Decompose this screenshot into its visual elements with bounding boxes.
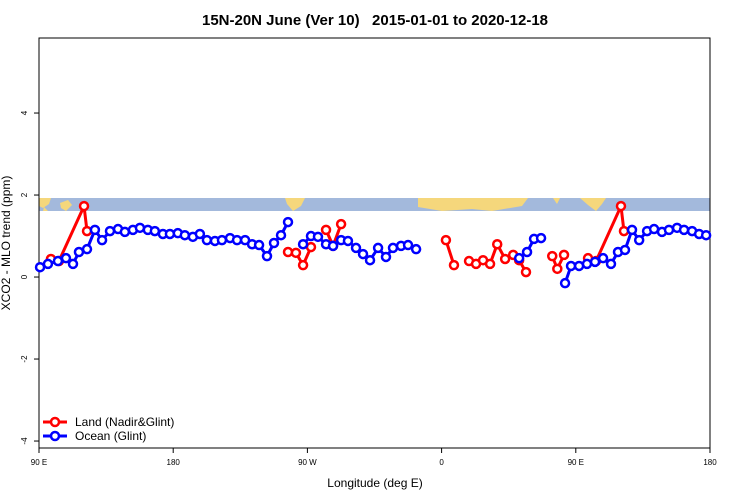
- plot-frame: [38, 37, 711, 449]
- point: [380, 251, 392, 263]
- point: [619, 244, 631, 256]
- x-tick-label: 180: [703, 458, 717, 467]
- y-tick-label: -2: [20, 355, 29, 363]
- legend-marker: [49, 416, 61, 428]
- point: [700, 229, 712, 241]
- legend-label: Ocean (Glint): [75, 429, 146, 443]
- point: [60, 252, 72, 264]
- point: [581, 258, 593, 270]
- point: [253, 239, 265, 251]
- map-strip: [39, 198, 710, 211]
- y-tick-label: -4: [20, 437, 29, 445]
- point: [194, 228, 206, 240]
- point: [597, 252, 609, 264]
- x-tick-label: 90 E: [568, 458, 584, 467]
- point: [275, 229, 287, 241]
- point: [491, 238, 503, 250]
- point: [565, 260, 577, 272]
- point: [535, 232, 547, 244]
- point: [410, 243, 422, 255]
- chart-title: 15N-20N June (Ver 10) 2015-01-01 to 2020…: [202, 12, 548, 29]
- legend-label: Land (Nadir&Glint): [75, 415, 174, 429]
- point: [96, 234, 108, 246]
- point: [499, 253, 511, 265]
- point: [626, 224, 638, 236]
- point: [42, 258, 54, 270]
- point: [513, 252, 525, 264]
- point: [73, 246, 85, 258]
- point: [484, 258, 496, 270]
- point: [387, 242, 399, 254]
- point: [201, 234, 213, 246]
- point: [372, 242, 384, 254]
- point: [520, 266, 532, 278]
- point: [633, 234, 645, 246]
- point: [364, 254, 376, 266]
- point: [67, 258, 79, 270]
- point: [268, 237, 280, 249]
- point: [558, 249, 570, 261]
- point: [119, 226, 131, 238]
- point: [440, 234, 452, 246]
- point: [448, 259, 460, 271]
- point: [559, 277, 571, 289]
- point: [231, 234, 243, 246]
- point: [89, 224, 101, 236]
- point: [342, 235, 354, 247]
- point: [282, 216, 294, 228]
- y-tick-label: 2: [20, 192, 29, 197]
- point: [521, 246, 533, 258]
- x-axis-label: Longitude (deg E): [327, 476, 422, 490]
- point: [552, 263, 563, 275]
- x-tick-label: 180: [167, 458, 181, 467]
- point: [261, 250, 273, 262]
- point: [104, 225, 116, 237]
- point: [546, 250, 558, 262]
- point: [678, 224, 690, 236]
- point: [605, 258, 617, 270]
- point: [350, 242, 362, 254]
- point: [615, 200, 627, 212]
- y-tick-label: 4: [20, 110, 29, 115]
- y-axis-label: XCO2 - MLO trend (ppm): [0, 176, 13, 311]
- point: [78, 200, 90, 212]
- point: [149, 225, 161, 237]
- point: [312, 231, 324, 243]
- point: [589, 256, 601, 268]
- point: [297, 238, 309, 250]
- point: [179, 229, 191, 241]
- point: [663, 224, 675, 236]
- point: [216, 234, 228, 246]
- point: [327, 240, 339, 252]
- point: [402, 239, 414, 251]
- point: [320, 224, 332, 236]
- y-tick-label: 0: [20, 274, 29, 279]
- x-tick-label: 0: [439, 458, 444, 467]
- point: [81, 243, 93, 255]
- legend-marker: [49, 430, 61, 442]
- point: [357, 248, 369, 260]
- point: [52, 255, 64, 267]
- point: [618, 225, 630, 237]
- x-tick-label: 90 W: [298, 458, 317, 467]
- point: [290, 247, 302, 259]
- point: [335, 218, 347, 230]
- x-tick-label: 90 E: [31, 458, 47, 467]
- point: [297, 259, 309, 271]
